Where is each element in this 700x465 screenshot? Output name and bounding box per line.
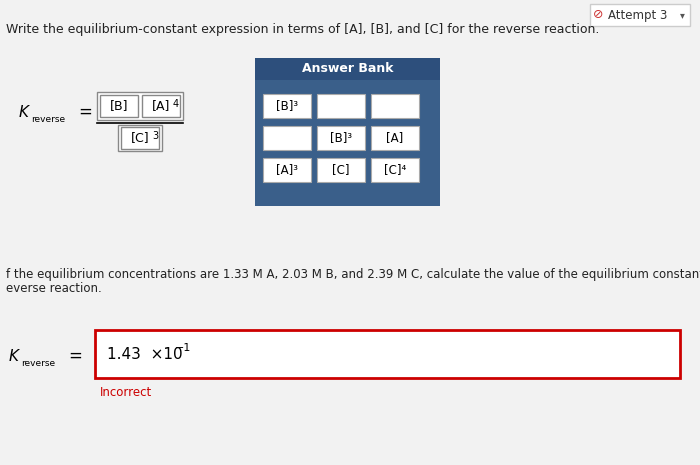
Text: =: = <box>78 103 92 121</box>
Bar <box>371 158 419 182</box>
Bar <box>100 95 138 117</box>
Text: [C]: [C] <box>332 164 350 177</box>
Text: [C]: [C] <box>131 132 149 145</box>
Text: f the equilibrium concentrations are 1.33 M A, 2.03 M B, and 2.39 M C, calculate: f the equilibrium concentrations are 1.3… <box>6 268 700 281</box>
Text: ⊘: ⊘ <box>593 8 603 21</box>
Bar <box>121 127 159 149</box>
Bar <box>263 126 311 150</box>
Text: [A]³: [A]³ <box>276 164 298 177</box>
Text: [A]: [A] <box>152 100 170 113</box>
Text: =: = <box>68 347 82 365</box>
Text: Answer Bank: Answer Bank <box>302 62 393 75</box>
Bar <box>317 126 365 150</box>
Bar <box>590 4 690 26</box>
Text: everse reaction.: everse reaction. <box>6 282 101 295</box>
Text: ▾: ▾ <box>680 10 685 20</box>
Text: reverse: reverse <box>31 114 65 124</box>
Bar <box>118 125 162 151</box>
Bar <box>255 58 440 80</box>
Text: [B]³: [B]³ <box>276 100 298 113</box>
Text: [A]: [A] <box>386 132 404 145</box>
Text: $K$: $K$ <box>18 104 31 120</box>
Bar <box>95 330 680 378</box>
Bar <box>142 95 180 117</box>
Text: [B]³: [B]³ <box>330 132 352 145</box>
Bar <box>263 158 311 182</box>
Text: 3: 3 <box>152 131 158 141</box>
Text: 1.43  ×10: 1.43 ×10 <box>107 346 183 361</box>
Text: Incorrect: Incorrect <box>100 386 153 399</box>
Text: 4: 4 <box>173 99 179 109</box>
Bar <box>371 126 419 150</box>
Text: [B]: [B] <box>110 100 128 113</box>
Bar <box>317 94 365 118</box>
Text: −1: −1 <box>175 343 191 353</box>
Text: Write the equilibrium-constant expression in terms of [A], [B], and [C] for the : Write the equilibrium-constant expressio… <box>6 24 599 36</box>
Bar <box>255 80 440 206</box>
Bar <box>317 158 365 182</box>
Text: [C]⁴: [C]⁴ <box>384 164 406 177</box>
Text: reverse: reverse <box>21 359 55 367</box>
Text: $K$: $K$ <box>8 348 21 364</box>
Bar <box>97 92 183 120</box>
Bar <box>371 94 419 118</box>
Bar <box>263 94 311 118</box>
Text: Attempt 3: Attempt 3 <box>608 8 667 21</box>
